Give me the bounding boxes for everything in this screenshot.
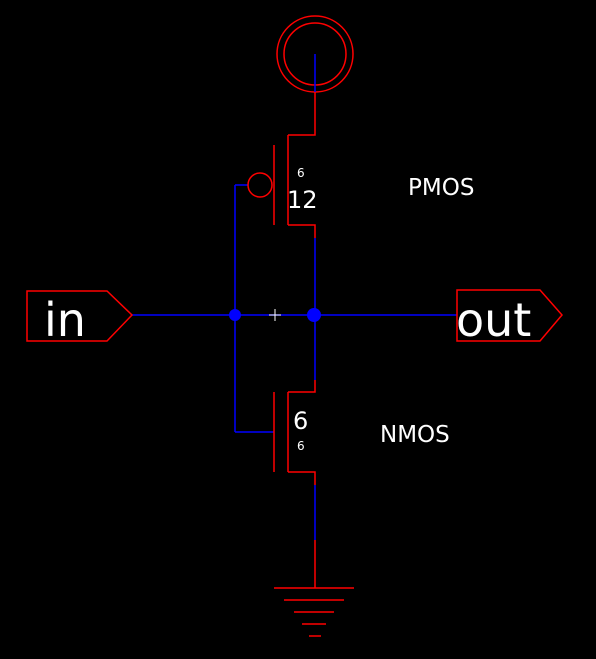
pmos-width-value: 12 (287, 186, 318, 214)
wires (132, 54, 457, 540)
nmos-length-value: 6 (297, 439, 305, 453)
nmos-label: NMOS (380, 422, 450, 448)
nmos-width-value: 6 (293, 407, 308, 435)
output-junction-dot (307, 308, 321, 322)
nmos-transistor (273, 380, 316, 485)
pmos-label: PMOS (408, 175, 474, 201)
pmos-gate-bubble-icon (247, 172, 273, 198)
origin-crosshair-icon (269, 309, 281, 321)
output-port-label: out (456, 293, 531, 347)
pmos-length-value: 6 (297, 166, 305, 180)
ground-icon (274, 540, 354, 637)
gate-junction-dot (229, 309, 241, 321)
pmos-transistor (247, 92, 316, 238)
input-port[interactable]: in (26, 290, 134, 347)
input-port-label: in (44, 293, 86, 347)
output-port[interactable]: out (456, 289, 563, 347)
